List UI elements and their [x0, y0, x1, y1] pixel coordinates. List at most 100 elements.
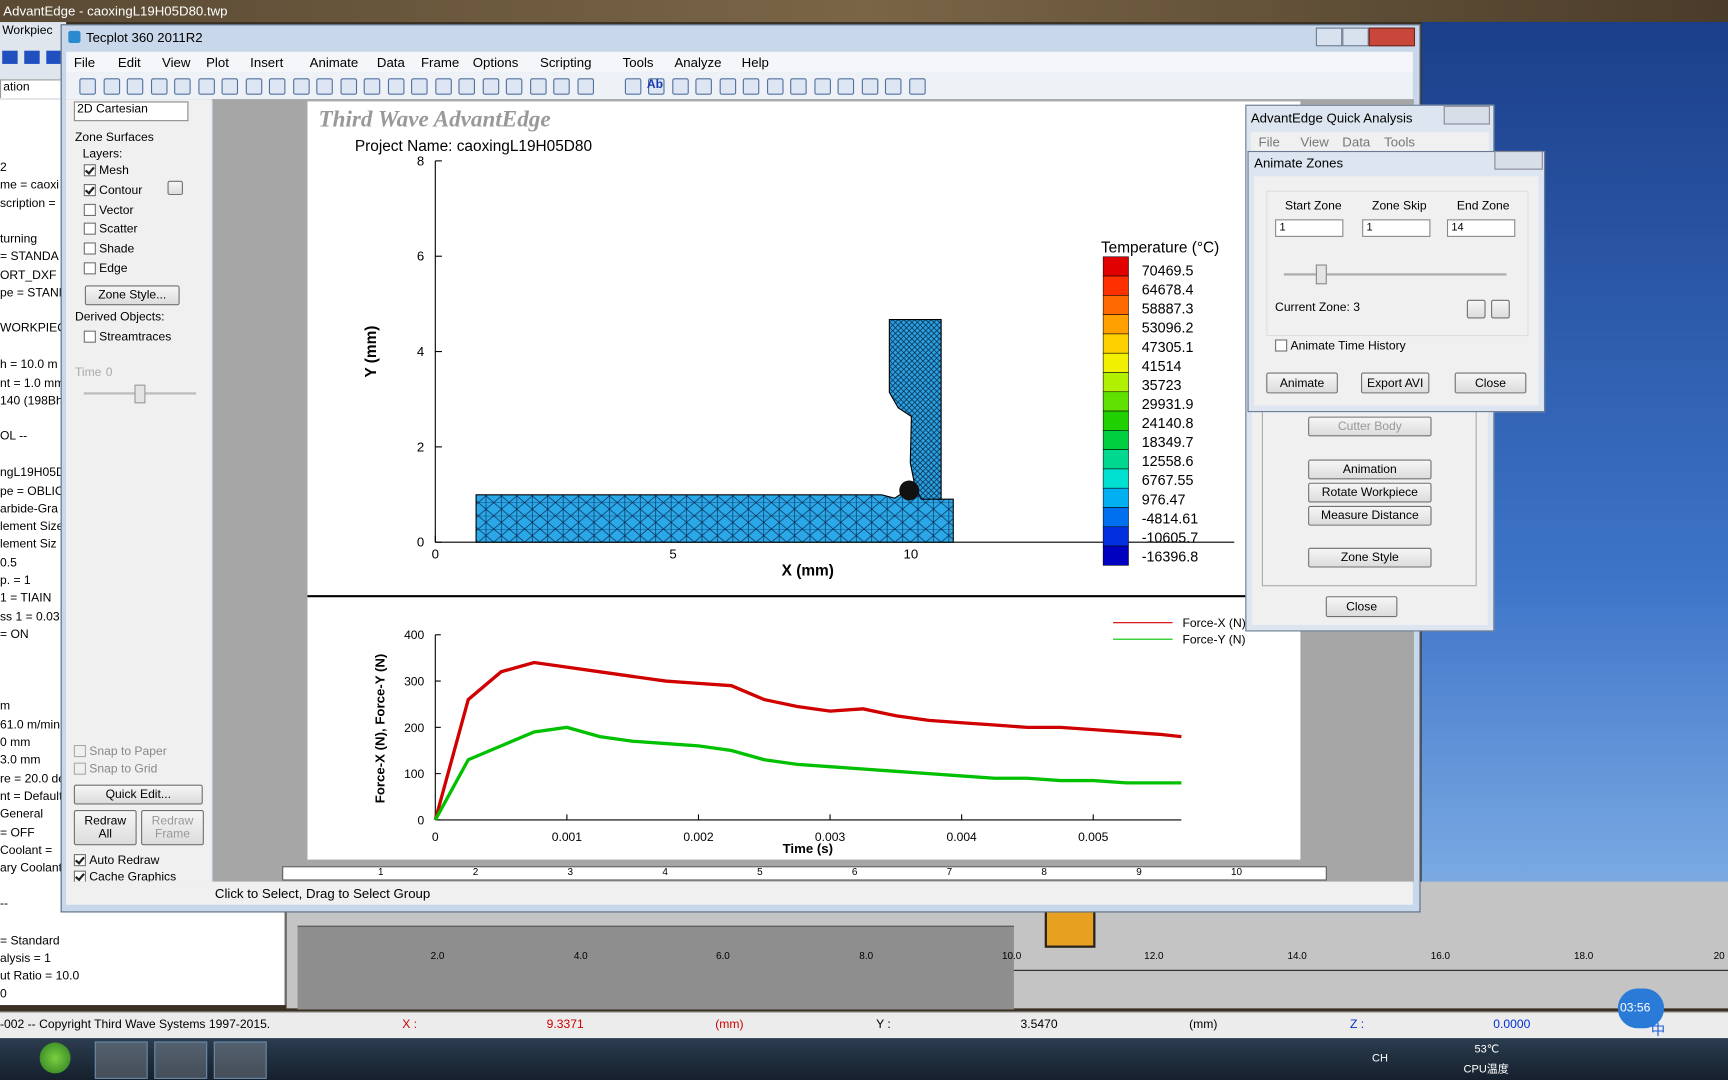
start-button[interactable] [39, 1042, 71, 1074]
toolbar-icon[interactable] [24, 50, 40, 64]
dots-button[interactable] [167, 180, 183, 196]
tool-icon[interactable] [861, 78, 878, 95]
left-tab[interactable]: ation [0, 79, 62, 99]
taskbar-app[interactable] [154, 1041, 208, 1079]
menu-item[interactable]: Analyze [674, 55, 722, 71]
menu-item[interactable]: Data [376, 55, 405, 71]
tool-icon[interactable] [434, 78, 452, 95]
plot-type[interactable]: 2D Cartesian [73, 101, 189, 122]
tool-icon[interactable] [363, 78, 381, 95]
dialog-button[interactable]: Export AVI [1361, 372, 1430, 394]
tool-icon[interactable] [103, 78, 120, 95]
tool-icon[interactable] [813, 78, 831, 95]
taskbar-app[interactable] [213, 1041, 267, 1079]
tool-icon[interactable] [529, 78, 547, 95]
zone-up[interactable] [1466, 299, 1486, 319]
menu-item[interactable]: View [161, 55, 191, 71]
quick-menu-item[interactable]: File [1258, 134, 1280, 150]
toolbar-icon[interactable] [2, 50, 18, 64]
quick-button[interactable]: Measure Distance [1308, 505, 1432, 526]
tool-icon[interactable] [316, 78, 333, 95]
quick-button[interactable]: Zone Style [1308, 547, 1432, 568]
quick-menu-item[interactable]: Data [1342, 134, 1371, 150]
tool-icon[interactable] [553, 78, 570, 95]
tool-icon[interactable] [766, 78, 783, 95]
quick-close[interactable]: Close [1325, 596, 1398, 618]
tool-icon[interactable] [150, 78, 167, 95]
tool-icon[interactable] [695, 78, 712, 95]
tool-icon[interactable] [482, 78, 499, 95]
end-input[interactable]: 14 [1446, 219, 1516, 237]
redraw-all[interactable]: Redraw All [73, 809, 137, 846]
quick-edit[interactable]: Quick Edit... [73, 784, 203, 805]
quick-menu-item[interactable]: Tools [1384, 134, 1416, 150]
dialog-button[interactable]: Animate [1266, 372, 1338, 394]
menu-item[interactable]: Help [741, 55, 769, 71]
tool-icon[interactable] [411, 78, 428, 95]
tool-icon[interactable] [576, 78, 594, 95]
tool-icon[interactable] [221, 78, 239, 95]
tool-icon[interactable] [126, 78, 144, 95]
animate-close-x[interactable] [1494, 150, 1543, 170]
tool-icon[interactable] [387, 78, 404, 95]
start-input[interactable]: 1 [1275, 219, 1344, 237]
menu-item[interactable]: Tools [622, 55, 654, 71]
quick-button[interactable]: Rotate Workpiece [1308, 482, 1432, 503]
slider-thumb[interactable] [134, 384, 146, 404]
tool-icon[interactable] [79, 78, 96, 95]
tool-icon[interactable] [908, 78, 926, 95]
quick-menu-item[interactable]: View [1300, 134, 1329, 150]
dialog-button[interactable]: Close [1454, 372, 1527, 394]
option-checkbox[interactable] [73, 854, 86, 867]
zone-down[interactable] [1491, 299, 1510, 319]
layer-checkbox[interactable] [83, 183, 96, 196]
toolbar-text[interactable]: Ab [646, 78, 664, 92]
menu-item[interactable]: Frame [420, 55, 460, 71]
window-button[interactable] [1315, 27, 1343, 47]
tool-icon[interactable] [505, 78, 523, 95]
tool-icon[interactable] [268, 78, 286, 95]
property-line: = STANDA [0, 250, 59, 264]
tool-icon[interactable] [719, 78, 736, 95]
menu-item[interactable]: Plot [206, 55, 229, 71]
tool-icon[interactable] [458, 78, 475, 95]
tool-icon[interactable] [837, 78, 855, 95]
menu-item[interactable]: File [73, 55, 96, 71]
skip-input[interactable]: 1 [1362, 219, 1431, 237]
tool-icon[interactable] [197, 78, 215, 95]
streamtraces-checkbox[interactable] [83, 330, 96, 343]
quick-close-x[interactable] [1443, 105, 1490, 125]
menu-item[interactable]: Edit [117, 55, 141, 71]
ime[interactable]: 中 [1650, 1021, 1666, 1039]
time-history-checkbox[interactable] [1275, 339, 1288, 352]
tool-icon[interactable] [624, 78, 641, 95]
menu-item[interactable]: Options [472, 55, 519, 71]
redraw-frame[interactable]: Redraw Frame [141, 809, 204, 846]
lang[interactable]: CH [1372, 1052, 1388, 1065]
tool-icon[interactable] [671, 78, 689, 95]
tool-icon[interactable] [174, 78, 191, 95]
toolbar-icon[interactable] [46, 50, 62, 64]
layer-checkbox[interactable] [83, 223, 96, 236]
quick-button[interactable]: Animation [1308, 459, 1432, 480]
zone-style-button[interactable]: Zone Style... [84, 285, 180, 306]
tool-icon[interactable] [245, 78, 262, 95]
layer-checkbox[interactable] [83, 164, 96, 177]
window-button[interactable] [1342, 27, 1369, 47]
layer-checkbox[interactable] [83, 203, 96, 216]
taskbar-app[interactable] [94, 1041, 148, 1079]
menu-item[interactable]: Insert [250, 55, 284, 71]
zone-slider-thumb[interactable] [1315, 264, 1327, 285]
window-close[interactable] [1368, 27, 1416, 47]
tool-icon[interactable] [884, 78, 902, 95]
layer-checkbox[interactable] [83, 262, 96, 275]
menu-item[interactable]: Animate [309, 55, 359, 71]
quick-button[interactable]: Cutter Body [1308, 416, 1432, 437]
tool-icon[interactable] [742, 78, 760, 95]
tool-icon[interactable] [790, 78, 807, 95]
tool-icon[interactable] [339, 78, 357, 95]
menu-item[interactable]: Scripting [539, 55, 592, 71]
layer-checkbox[interactable] [83, 242, 96, 255]
tool-icon[interactable] [292, 78, 310, 95]
tool-icon[interactable] [647, 78, 665, 95]
